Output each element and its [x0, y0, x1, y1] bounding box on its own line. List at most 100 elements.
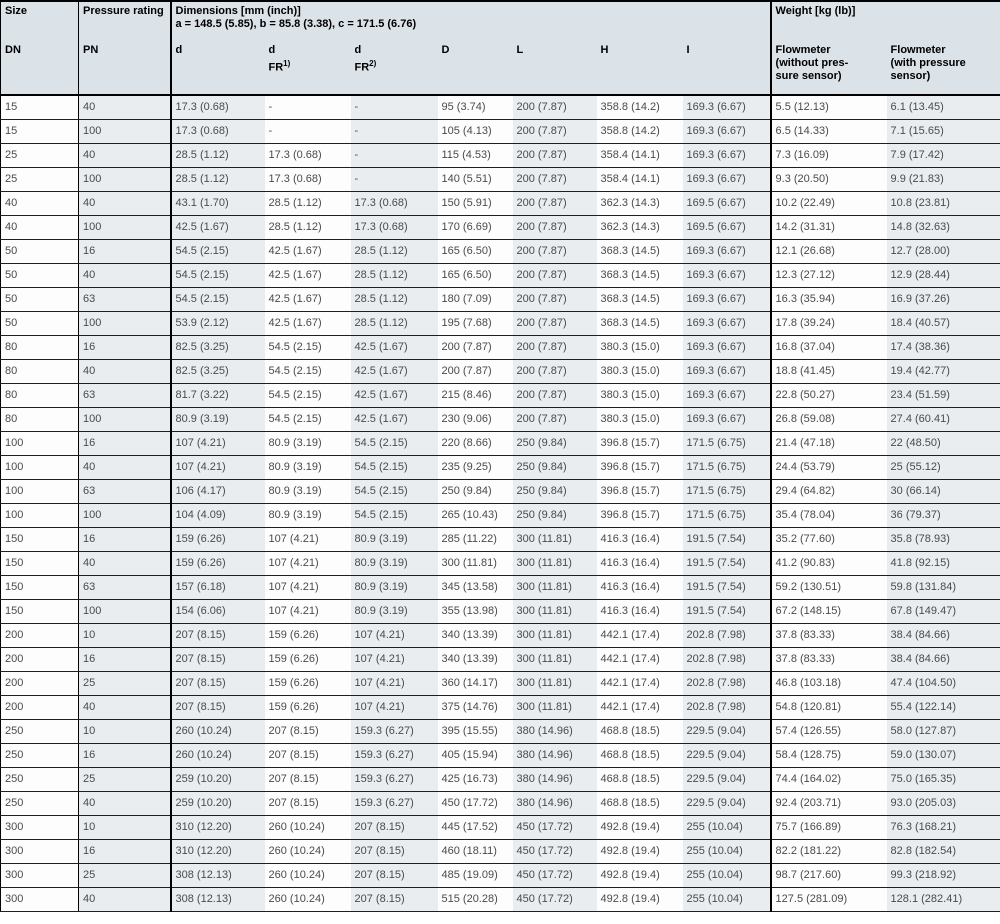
cell: 80.9 (3.19) — [350, 527, 438, 552]
cell: 515 (20.28) — [437, 887, 513, 912]
cell: 10 — [78, 623, 171, 648]
cell: 82.5 (3.25) — [169, 359, 265, 384]
table-row: 50 63 54.5 (2.15) 42.5 (1.67) 28.5 (1.12) 180… — [0, 287, 1000, 312]
cell: 200 (7.87) — [437, 359, 513, 384]
table-row: 200 25 207 (8.15) 159 (6.26) 107 (4.21) 360 (… — [0, 671, 1000, 696]
cell: 38.4 (84.66) — [886, 623, 1000, 648]
cell: 358.8 (14.2) — [596, 119, 683, 144]
cell: 106 (4.17) — [169, 479, 265, 504]
cell: 215 (8.46) — [437, 383, 513, 408]
cell: 80 — [0, 359, 79, 384]
cell: 159.3 (6.27) — [350, 791, 438, 816]
cell: 450 (17.72) — [512, 887, 597, 912]
cell: 169.3 (6.67) — [682, 383, 771, 408]
table-row: 100 16 107 (4.21) 80.9 (3.19) 54.5 (2.15) 220… — [0, 431, 1000, 456]
cell: 300 (11.81) — [512, 575, 597, 600]
cell: 250 — [0, 719, 79, 744]
cell: 14.8 (32.63) — [886, 215, 1000, 240]
cell: 28.5 (1.12) — [350, 311, 438, 336]
cell: 442.1 (17.4) — [596, 647, 683, 672]
cell: 396.8 (15.7) — [596, 503, 683, 528]
table-row: 80 40 82.5 (3.25) 54.5 (2.15) 42.5 (1.67) 200… — [0, 359, 1000, 384]
cell: 36 (79.37) — [886, 503, 1000, 528]
cell: 42.5 (1.67) — [264, 311, 351, 336]
cell: 107 (4.21) — [264, 599, 351, 624]
cell: 450 (17.72) — [512, 839, 597, 864]
cell: 380.3 (15.0) — [596, 359, 683, 384]
header-column-row: DN PN d d FR1) d FR2) D L H I Flowmeter … — [0, 41, 1000, 96]
cell: 54.5 (2.15) — [264, 359, 351, 384]
cell: 42.5 (1.67) — [169, 215, 265, 240]
cell: 485 (19.09) — [437, 863, 513, 888]
cell: 468.8 (18.5) — [596, 767, 683, 792]
cell: 42.5 (1.67) — [264, 239, 351, 264]
cell: 169.3 (6.67) — [682, 359, 771, 384]
cell: 229.5 (9.04) — [682, 791, 771, 816]
cell: 191.5 (7.54) — [682, 551, 771, 576]
cell: 18.8 (41.45) — [769, 359, 887, 384]
cell: 260 (10.24) — [169, 719, 265, 744]
cell: 492.8 (19.4) — [596, 815, 683, 840]
cell: 128.1 (282.41) — [886, 887, 1000, 912]
cell: 40 — [78, 791, 171, 816]
cell: 26.8 (59.08) — [769, 407, 887, 432]
cell: 30 (66.14) — [886, 479, 1000, 504]
table-row: 80 63 81.7 (3.22) 54.5 (2.15) 42.5 (1.67) 215… — [0, 383, 1000, 408]
cell: 100 — [0, 479, 79, 504]
cell: 154 (6.06) — [169, 599, 265, 624]
cell: 35.8 (78.93) — [886, 527, 1000, 552]
cell: 10.2 (22.49) — [769, 191, 887, 216]
cell: 17.8 (39.24) — [769, 311, 887, 336]
cell: 28.5 (1.12) — [169, 167, 265, 192]
cell: 23.4 (51.59) — [886, 383, 1000, 408]
table-row: 100 63 106 (4.17) 80.9 (3.19) 54.5 (2.15) 250… — [0, 479, 1000, 504]
cell: 259 (10.20) — [169, 767, 265, 792]
dimensions-group-header: Dimensions [mm (inch)] a = 148.5 (5.85),… — [169, 1, 771, 41]
cell: 50 — [0, 239, 79, 264]
table-row: 200 40 207 (8.15) 159 (6.26) 107 (4.21) 375 (… — [0, 695, 1000, 720]
col-header-d-fr2: d FR2) — [350, 41, 438, 96]
cell: 229.5 (9.04) — [682, 719, 771, 744]
cell: 416.3 (16.4) — [596, 575, 683, 600]
cell: 468.8 (18.5) — [596, 791, 683, 816]
cell: 10.8 (23.81) — [886, 191, 1000, 216]
cell: 22.8 (50.27) — [769, 383, 887, 408]
table-row: 250 40 259 (10.20) 207 (8.15) 159.3 (6.27) 45… — [0, 791, 1000, 816]
cell: 80.9 (3.19) — [264, 503, 351, 528]
cell: 468.8 (18.5) — [596, 719, 683, 744]
cell: 43.1 (1.70) — [169, 191, 265, 216]
cell: 159.3 (6.27) — [350, 743, 438, 768]
cell: 93.0 (205.03) — [886, 791, 1000, 816]
table-row: 150 16 159 (6.26) 107 (4.21) 80.9 (3.19) 285 … — [0, 527, 1000, 552]
cell: 300 — [0, 863, 79, 888]
cell: 492.8 (19.4) — [596, 839, 683, 864]
cell: 16.3 (35.94) — [769, 287, 887, 312]
cell: 7.1 (15.65) — [886, 119, 1000, 144]
col-header-d-fr1: d FR1) — [264, 41, 351, 96]
cell: 250 (9.84) — [512, 455, 597, 480]
cell: 191.5 (7.54) — [682, 575, 771, 600]
cell: 5.5 (12.13) — [769, 95, 887, 120]
cell: 235 (9.25) — [437, 455, 513, 480]
table-row: 50 16 54.5 (2.15) 42.5 (1.67) 28.5 (1.12) 165… — [0, 239, 1000, 264]
cell: 207 (8.15) — [169, 647, 265, 672]
cell: 80 — [0, 383, 79, 408]
dimensions-subtitle: a = 148.5 (5.85), b = 85.8 (3.38), c = 1… — [175, 18, 417, 30]
cell: 200 — [0, 671, 79, 696]
cell: 200 (7.87) — [512, 335, 597, 360]
cell: 75.0 (165.35) — [886, 767, 1000, 792]
col-header-D: D — [437, 41, 513, 96]
cell: 260 (10.24) — [264, 863, 351, 888]
cell: 207 (8.15) — [350, 887, 438, 912]
cell: 59.2 (130.51) — [769, 575, 887, 600]
cell: 98.7 (217.60) — [769, 863, 887, 888]
cell: 107 (4.21) — [350, 623, 438, 648]
cell: 82.2 (181.22) — [769, 839, 887, 864]
cell: 171.5 (6.75) — [682, 479, 771, 504]
cell: 50 — [0, 311, 79, 336]
cell: 42.5 (1.67) — [350, 407, 438, 432]
cell: 75.7 (166.89) — [769, 815, 887, 840]
cell: 405 (15.94) — [437, 743, 513, 768]
table-row: 100 100 104 (4.09) 80.9 (3.19) 54.5 (2.15) 26… — [0, 503, 1000, 528]
